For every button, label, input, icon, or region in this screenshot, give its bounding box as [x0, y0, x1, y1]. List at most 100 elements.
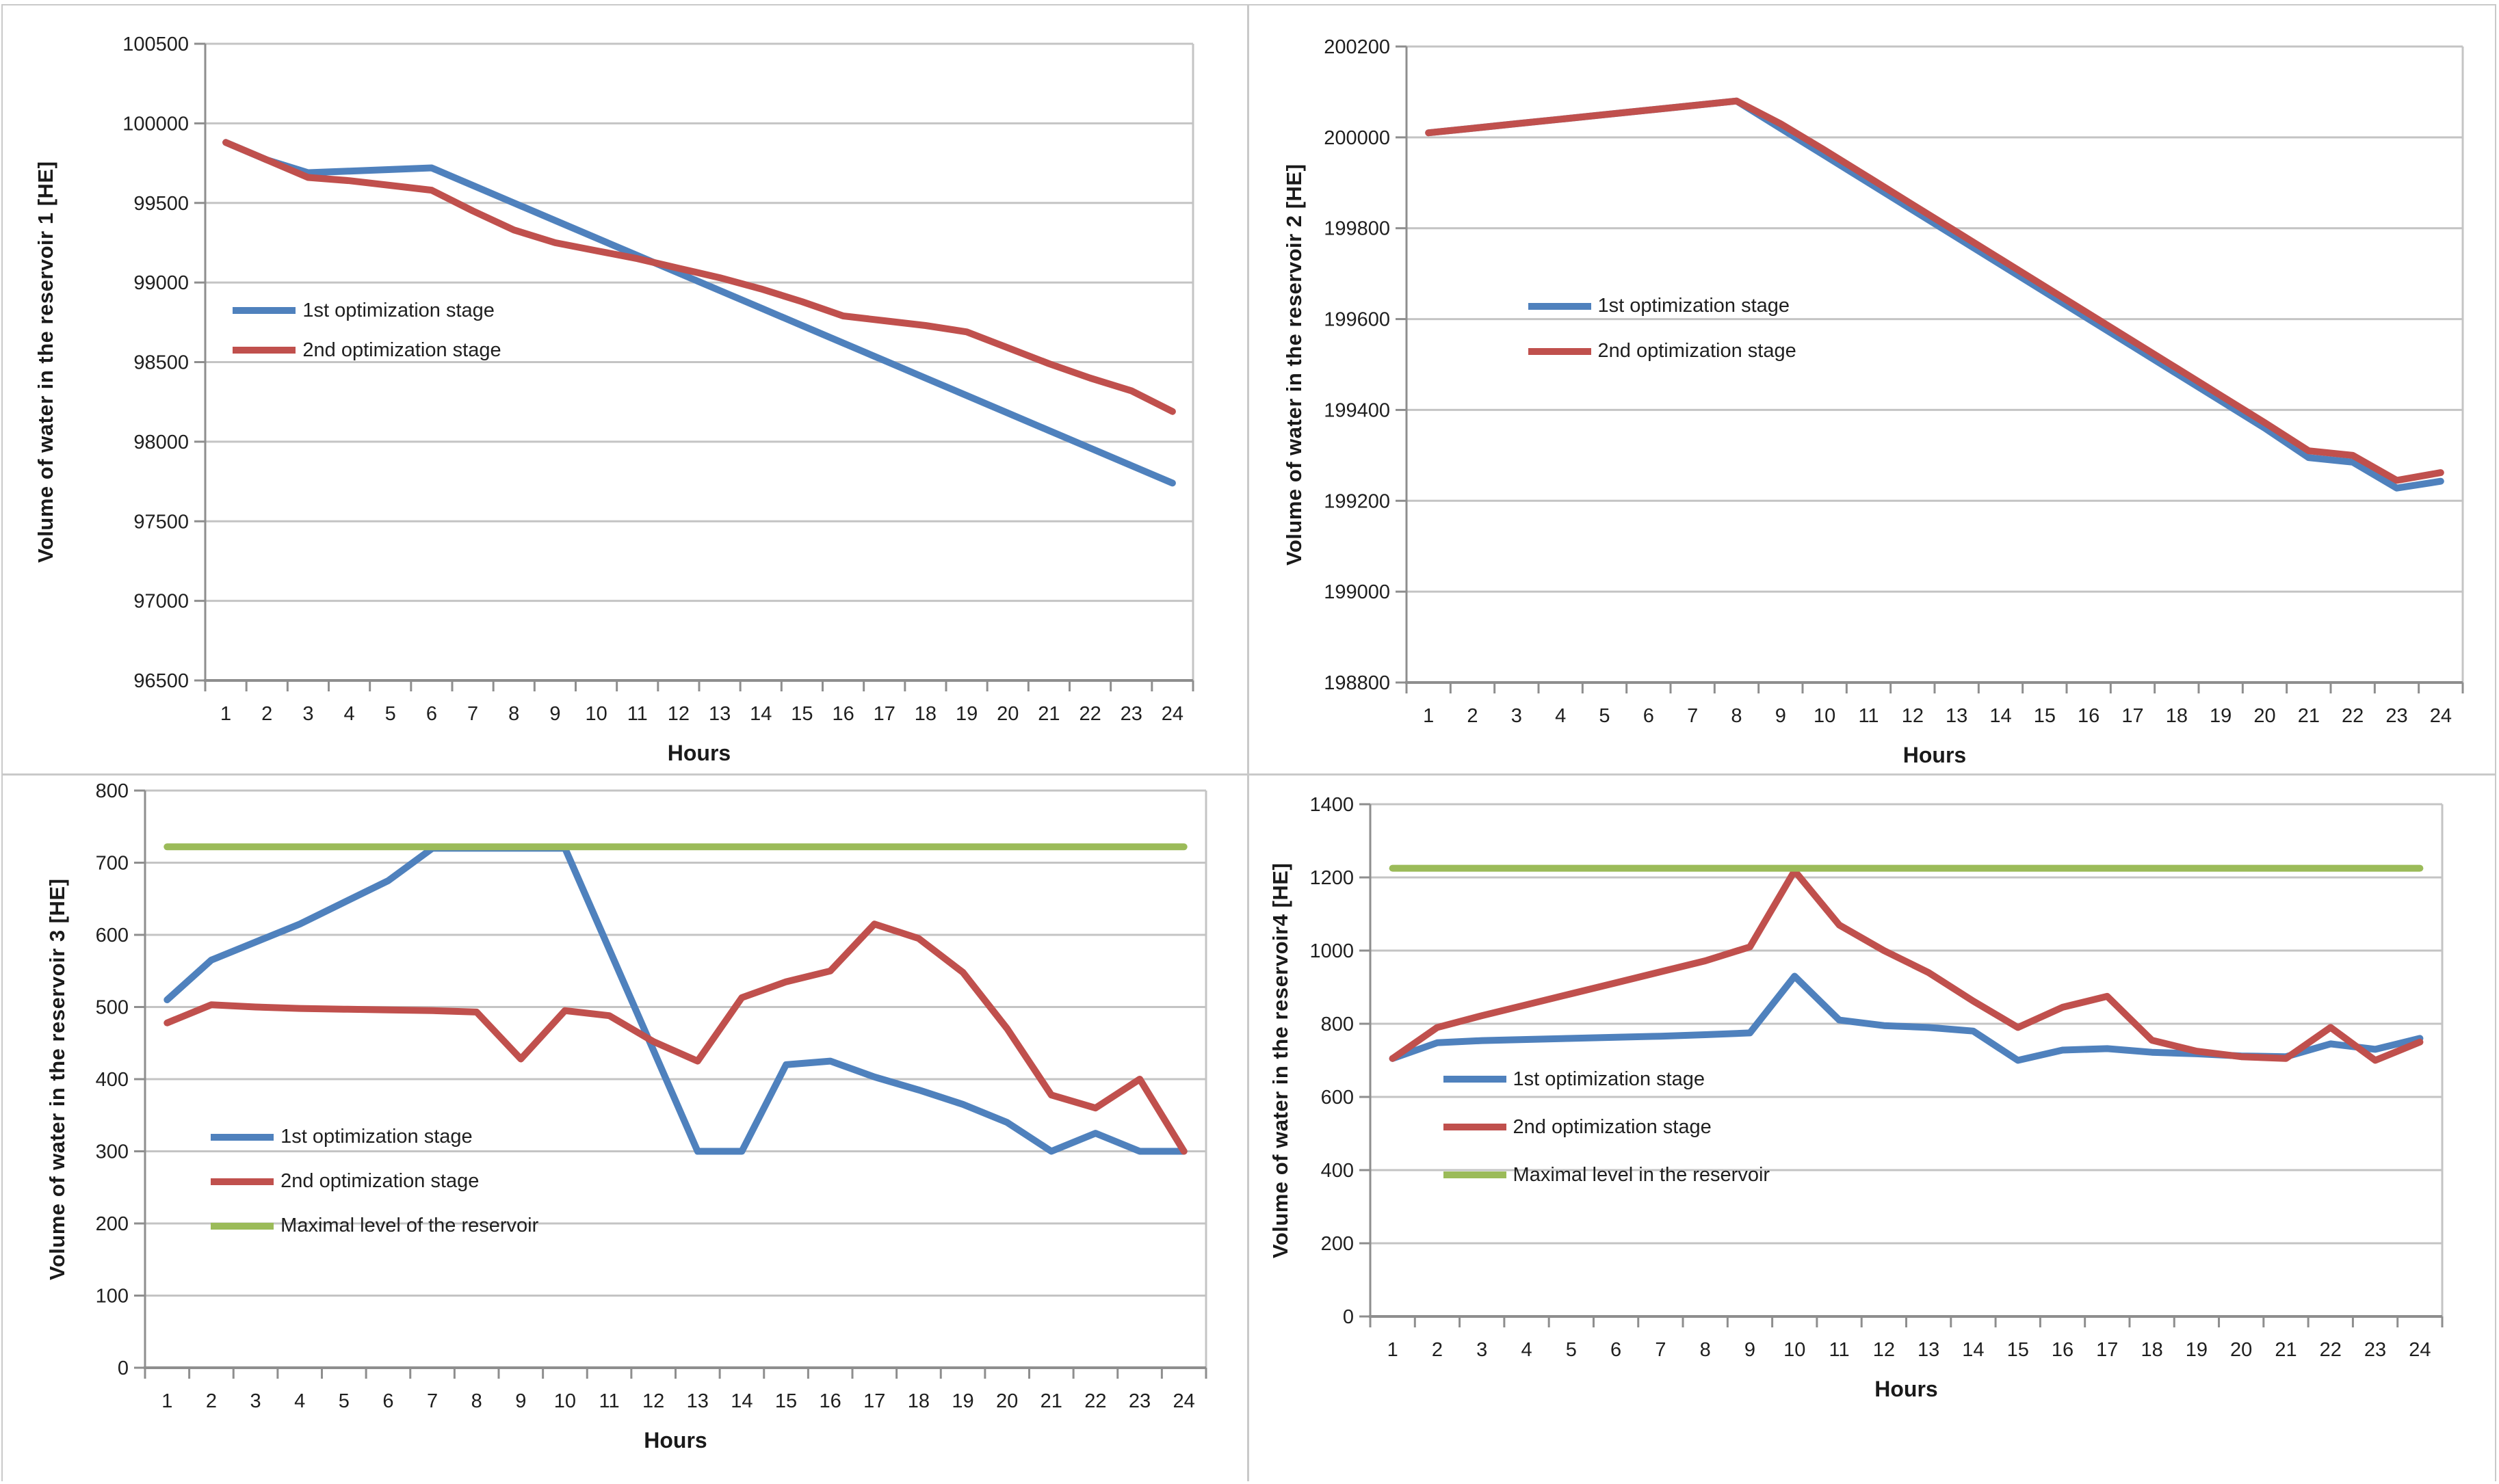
x-tick-label: 16	[2052, 1339, 2073, 1361]
legend-item: Maximal level of the reservoir	[211, 1204, 538, 1248]
x-tick-label: 24	[2409, 1339, 2431, 1361]
y-tick-label: 600	[1321, 1087, 1354, 1109]
x-tick-label: 3	[1511, 705, 1522, 727]
x-tick-label: 21	[1038, 703, 1060, 725]
legend-label: 1st optimization stage	[1597, 295, 1790, 317]
series-line-1st-optimization-stage	[1389, 972, 2424, 1064]
x-tick-label: 15	[791, 703, 813, 725]
legend-swatch-1st-stage	[1443, 1076, 1506, 1083]
legend-item: 2nd optimization stage	[211, 1159, 538, 1204]
y-tick-label: 400	[1321, 1160, 1354, 1182]
chart-panel-reservoir-2: Volume of water in the reservoir 2 [HE] …	[1249, 5, 2495, 773]
chart-legend: 1st optimization stage 2nd optimization …	[1528, 284, 1796, 374]
x-tick-label: 17	[874, 703, 895, 725]
legend-item: 1st optimization stage	[211, 1115, 538, 1159]
x-tick-label: 2	[1432, 1339, 1443, 1361]
x-axis-title: Hours	[1902, 743, 1967, 767]
x-tick-label: 24	[2430, 705, 2452, 727]
x-tick-label: 4	[294, 1390, 305, 1412]
x-axis-title: Hours	[1874, 1377, 1938, 1401]
x-tick-label: 16	[2078, 705, 2099, 727]
y-tick-label: 98500	[133, 352, 189, 374]
legend-swatch-max-level	[1443, 1171, 1506, 1178]
y-tick-label: 0	[1343, 1306, 1354, 1328]
x-tick-label: 11	[1829, 1339, 1850, 1361]
series-line-2nd-optimization-stage	[163, 920, 1188, 1155]
x-tick-label: 3	[302, 703, 313, 725]
x-tick-label: 17	[2096, 1339, 2118, 1361]
x-tick-label: 6	[382, 1390, 393, 1412]
legend-label: 2nd optimization stage	[1513, 1115, 1712, 1138]
x-tick-label: 6	[1643, 705, 1654, 727]
x-tick-label: 3	[250, 1390, 261, 1412]
y-tick-label: 200	[96, 1213, 129, 1235]
y-tick-label: 99500	[133, 193, 189, 215]
x-tick-label: 14	[731, 1390, 753, 1412]
y-tick-label: 199000	[1324, 581, 1390, 603]
x-tick-label: 22	[1079, 703, 1101, 725]
x-tick-label: 14	[1989, 705, 2011, 727]
x-tick-label: 10	[1814, 705, 1835, 727]
series-line-1st-optimization-stage	[163, 845, 1188, 1155]
legend-label: 1st optimization stage	[280, 1126, 473, 1148]
x-axis-title: Hours	[644, 1428, 707, 1453]
series-line-2nd-optimization-stage	[1389, 867, 2424, 1064]
x-tick-label: 19	[956, 703, 978, 725]
legend-label: Maximal level in the reservoir	[1513, 1163, 1770, 1186]
x-tick-label: 12	[642, 1390, 664, 1412]
chart-legend: 1st optimization stage 2nd optimization …	[1443, 1055, 1770, 1199]
x-tick-label: 18	[908, 1390, 930, 1412]
x-tick-label: 21	[1041, 1390, 1062, 1412]
x-tick-label: 14	[750, 703, 772, 725]
x-tick-label: 12	[668, 703, 690, 725]
y-tick-label: 97500	[133, 511, 189, 533]
x-tick-label: 12	[1873, 1339, 1895, 1361]
y-tick-label: 1400	[1309, 794, 1354, 816]
y-tick-label: 100	[96, 1286, 129, 1308]
panel-divider-vertical	[1247, 4, 1249, 1481]
y-tick-label: 800	[1321, 1013, 1354, 1035]
x-tick-label: 22	[1084, 1390, 1106, 1412]
y-tick-label: 700	[96, 853, 129, 875]
x-tick-label: 16	[832, 703, 854, 725]
legend-item: 2nd optimization stage	[1528, 329, 1796, 374]
y-tick-label: 800	[96, 780, 129, 802]
x-tick-label: 5	[1599, 705, 1610, 727]
y-tick-label: 0	[118, 1357, 129, 1379]
x-tick-label: 20	[2253, 705, 2275, 727]
x-tick-label: 14	[1962, 1339, 1984, 1361]
x-tick-label: 17	[863, 1390, 885, 1412]
legend-label: 2nd optimization stage	[302, 339, 501, 361]
x-tick-label: 15	[775, 1390, 797, 1412]
x-tick-label: 20	[997, 703, 1019, 725]
x-tick-label: 9	[515, 1390, 526, 1412]
x-tick-label: 2	[261, 703, 272, 725]
legend-swatch-1st-stage	[211, 1133, 274, 1141]
x-tick-label: 8	[1731, 705, 1742, 727]
x-tick-label: 20	[996, 1390, 1018, 1412]
x-tick-label: 16	[820, 1390, 841, 1412]
x-axis-title: Hours	[667, 741, 731, 765]
y-tick-label: 300	[96, 1141, 129, 1163]
y-tick-label: 198800	[1324, 672, 1390, 694]
x-tick-label: 18	[2141, 1339, 2162, 1361]
x-tick-label: 4	[1555, 705, 1566, 727]
x-tick-label: 1	[1423, 705, 1434, 727]
x-tick-label: 18	[915, 703, 937, 725]
legend-label: 2nd optimization stage	[1597, 340, 1796, 362]
legend-item: 1st optimization stage	[233, 291, 501, 330]
legend-label: 2nd optimization stage	[280, 1170, 480, 1193]
legend-item: 1st optimization stage	[1528, 284, 1796, 329]
legend-swatch-2nd-stage	[1528, 347, 1591, 355]
chart-panel-reservoir-3: Volume of water in the reservoir 3 [HE] …	[3, 776, 1247, 1483]
y-tick-label: 1200	[1309, 867, 1354, 889]
x-tick-label: 23	[2385, 705, 2407, 727]
x-tick-label: 8	[471, 1390, 482, 1412]
x-tick-label: 15	[2034, 705, 2056, 727]
x-tick-label: 24	[1173, 1390, 1195, 1412]
x-tick-label: 7	[427, 1390, 438, 1412]
x-tick-label: 9	[1744, 1339, 1755, 1361]
x-tick-label: 1	[1387, 1339, 1398, 1361]
y-tick-label: 97000	[133, 591, 189, 613]
